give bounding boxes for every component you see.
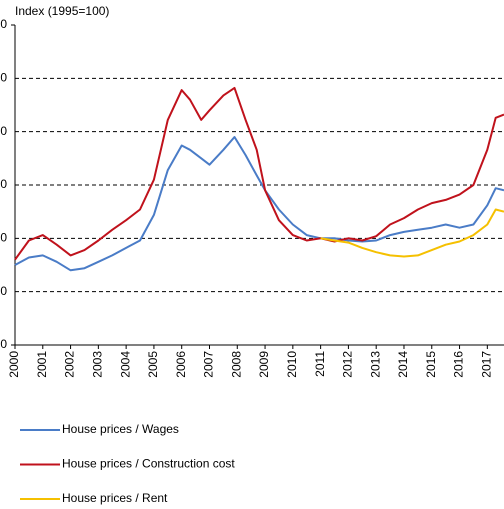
y-tick-label: 0 — [0, 337, 7, 351]
x-tick-label: 2009 — [257, 351, 271, 378]
x-tick-label: 2017 — [480, 351, 494, 378]
y-tick-label: 200 — [0, 124, 7, 138]
x-tick-label: 2013 — [368, 351, 382, 378]
x-tick-label: 2000 — [7, 351, 21, 378]
x-tick-label: 2004 — [118, 351, 132, 378]
y-tick-label: 50 — [0, 284, 7, 298]
x-tick-label: 2006 — [174, 351, 188, 378]
chart-title: Index (1995=100) — [15, 4, 109, 18]
x-tick-label: 2001 — [35, 351, 49, 378]
legend-label: House prices / Construction cost — [62, 457, 235, 471]
series-line — [14, 136, 504, 272]
y-tick-label: 250 — [0, 71, 7, 85]
legend-label: House prices / Rent — [62, 491, 168, 505]
x-tick-label: 2010 — [285, 351, 299, 378]
x-tick-label: 2014 — [396, 351, 410, 378]
x-tick-label: 2012 — [341, 351, 355, 378]
x-tick-label: 2015 — [424, 351, 438, 378]
x-tick-label: 2016 — [452, 351, 466, 378]
legend-label: House prices / Wages — [62, 422, 179, 436]
series-line — [14, 86, 504, 261]
x-tick-label: 2002 — [63, 351, 77, 378]
y-tick-label: 300 — [0, 17, 7, 31]
x-tick-label: 2005 — [146, 351, 160, 378]
x-tick-label: 2008 — [229, 351, 243, 378]
y-tick-label: 100 — [0, 231, 7, 245]
y-tick-label: 150 — [0, 177, 7, 191]
x-tick-label: 2003 — [91, 351, 105, 378]
x-tick-label: 2007 — [202, 351, 216, 378]
x-tick-label: 2011 — [313, 351, 327, 377]
series-line — [320, 208, 504, 258]
